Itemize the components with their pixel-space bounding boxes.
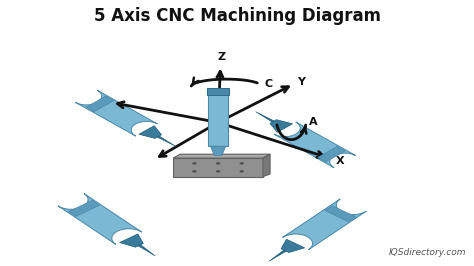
Polygon shape — [263, 154, 270, 177]
Polygon shape — [86, 96, 114, 112]
Polygon shape — [138, 245, 155, 256]
Text: C: C — [264, 79, 273, 89]
Polygon shape — [283, 199, 366, 250]
Polygon shape — [325, 206, 356, 222]
Text: Z: Z — [218, 52, 226, 62]
Text: A: A — [309, 117, 317, 127]
Ellipse shape — [216, 163, 220, 164]
Ellipse shape — [216, 171, 220, 172]
Text: 5 Axis CNC Machining Diagram: 5 Axis CNC Machining Diagram — [93, 7, 381, 25]
Polygon shape — [139, 126, 162, 138]
Polygon shape — [281, 239, 305, 252]
Polygon shape — [58, 194, 142, 244]
Polygon shape — [269, 250, 286, 261]
Ellipse shape — [192, 163, 196, 164]
Text: X: X — [335, 156, 344, 166]
Polygon shape — [207, 88, 229, 95]
Ellipse shape — [192, 171, 196, 172]
Ellipse shape — [240, 171, 244, 172]
Polygon shape — [69, 201, 100, 216]
Polygon shape — [274, 122, 356, 168]
Ellipse shape — [240, 163, 244, 164]
Polygon shape — [173, 154, 270, 158]
Polygon shape — [210, 146, 226, 156]
Text: IQSdirectory.com: IQSdirectory.com — [389, 248, 466, 257]
Polygon shape — [173, 158, 263, 177]
Polygon shape — [208, 93, 228, 146]
Polygon shape — [270, 120, 292, 132]
Polygon shape — [255, 112, 274, 122]
Polygon shape — [318, 147, 345, 162]
Polygon shape — [75, 90, 157, 136]
Polygon shape — [157, 136, 176, 146]
Polygon shape — [119, 234, 143, 247]
Text: Y: Y — [298, 77, 306, 87]
